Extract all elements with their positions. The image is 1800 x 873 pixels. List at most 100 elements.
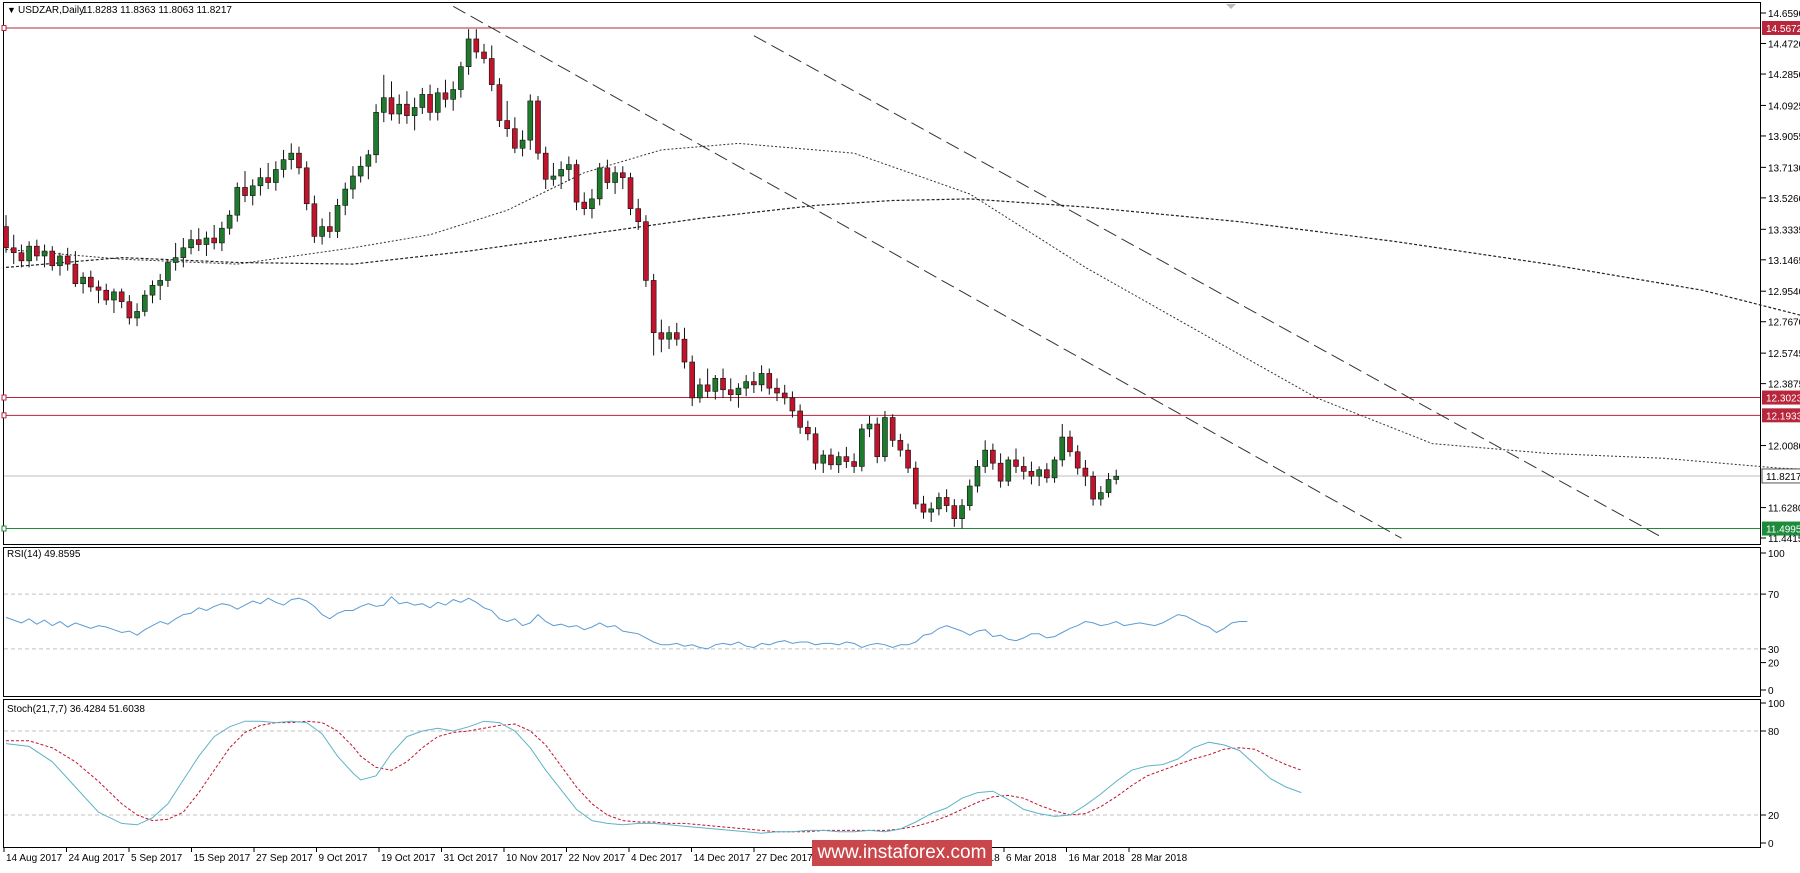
horizontal-levels (1, 24, 1760, 532)
candle-body (681, 338, 688, 363)
candle-body (450, 89, 456, 100)
candle-body (242, 187, 248, 196)
candle-body (943, 497, 950, 506)
candle-body (411, 107, 418, 116)
candle-body (666, 332, 672, 340)
moving-average-slow (5, 198, 1800, 316)
level-handle[interactable] (1, 24, 7, 31)
candle-body (727, 389, 734, 395)
candle-body (797, 410, 803, 428)
rsi-tick-label: 70 (1768, 590, 1780, 601)
stoch-axis: 100 80 20 0 (4, 699, 1785, 850)
chart-shift-marker-icon[interactable] (1226, 4, 1236, 9)
candle-body (928, 508, 935, 513)
time-tick-label: 24 Aug 2017 (69, 853, 126, 864)
candle-body (1067, 436, 1073, 453)
stoch-tick-label: 0 (1768, 839, 1774, 850)
level-price-tag (1762, 521, 1800, 536)
candle-body (118, 291, 125, 302)
candle-body (643, 221, 649, 281)
rsi-line (5, 596, 1248, 650)
candle-body (257, 177, 264, 187)
moving-average-fast (5, 142, 1800, 470)
price-tick-label: 14.2850 (1768, 70, 1800, 81)
candle-body (488, 58, 495, 85)
candle-body (820, 454, 827, 464)
candle-body (126, 301, 133, 319)
candlestick-series (3, 29, 1120, 529)
time-tick-label: 15 Sep 2017 (194, 853, 251, 864)
candle-body (627, 177, 634, 209)
level-handle[interactable] (1, 394, 7, 401)
rsi-tick-label: 0 (1768, 686, 1774, 697)
candle-body (743, 381, 749, 389)
candle-body (966, 485, 973, 506)
channel-line[interactable] (753, 35, 1664, 539)
rsi-label: RSI(14) 49.8595 (7, 549, 81, 560)
time-tick-label: 19 Oct 2017 (381, 853, 436, 864)
stoch-signal-line (6, 720, 1302, 833)
candle-body (673, 332, 680, 340)
price-tick-label: 12.3875 (1768, 380, 1800, 391)
candle-body (828, 454, 834, 466)
candle-body (843, 456, 850, 462)
candle-body (211, 237, 217, 244)
rsi-tick-label: 100 (1768, 549, 1785, 560)
candle-body (697, 384, 703, 399)
candle-body (26, 245, 32, 262)
candle-body (80, 276, 86, 284)
candle-body (1090, 475, 1096, 500)
price-tick-label: 11.4415 (1768, 534, 1800, 545)
price-tick-label: 13.5260 (1768, 194, 1800, 205)
current-price-text: 11.8217 (1766, 472, 1800, 483)
price-tick-label: 13.1465 (1768, 256, 1800, 267)
level-handle[interactable] (1, 525, 7, 532)
candle-body (1051, 459, 1058, 479)
candle-body (859, 428, 865, 467)
candle-body (766, 373, 773, 389)
price-tick-label: 13.3335 (1768, 225, 1800, 236)
channel-line[interactable] (452, 5, 1402, 539)
candle-body (396, 103, 403, 115)
candle-body (219, 227, 225, 244)
candle-body (57, 255, 63, 267)
candle-body (635, 208, 642, 222)
header-arrow-icon[interactable]: ▼ (7, 5, 16, 15)
candle-body (365, 154, 372, 167)
candle-body (789, 397, 796, 412)
candle-body (720, 378, 726, 391)
candle-body (1044, 469, 1050, 479)
time-tick-label: 4 Dec 2017 (631, 853, 683, 864)
candle-body (18, 252, 25, 262)
candle-body (388, 97, 395, 115)
candle-body (249, 185, 256, 196)
candle-body (1036, 469, 1042, 477)
candle-body (920, 503, 927, 513)
candle-body (327, 226, 333, 232)
candle-body (111, 291, 117, 301)
candle-body (758, 373, 765, 386)
time-tick-label: 9 Oct 2017 (319, 853, 368, 864)
time-axis: 14 Aug 2017 24 Aug 2017 5 Sep 2017 15 Sep 2… (3, 848, 1188, 864)
level-handle[interactable] (1, 412, 7, 419)
candle-body (1098, 492, 1104, 500)
stoch-tick-label: 100 (1768, 699, 1785, 710)
candle-body (203, 237, 210, 245)
candle-body (442, 92, 449, 100)
candle-body (95, 286, 102, 291)
candle-body (959, 505, 965, 519)
price-tick-label: 14.6590 (1768, 9, 1800, 20)
level-price-text: 14.5672 (1766, 24, 1800, 35)
trend-channel (452, 5, 1664, 539)
candle-body (990, 449, 996, 464)
time-tick-label: 14 Aug 2017 (6, 853, 63, 864)
candle-body (380, 97, 387, 113)
candle-body (465, 38, 472, 67)
candle-body (1113, 475, 1120, 480)
candle-body (473, 38, 480, 53)
time-tick-label: 10 Nov 2017 (506, 853, 563, 864)
candle-body (866, 423, 873, 430)
candle-body (134, 311, 140, 319)
